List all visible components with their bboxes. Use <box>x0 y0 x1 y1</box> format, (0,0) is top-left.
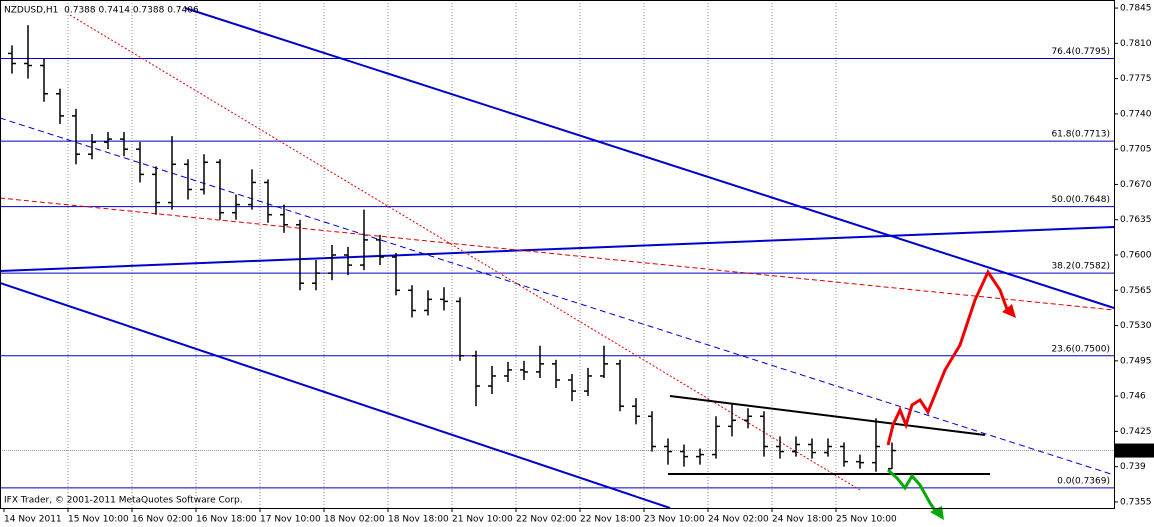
fib-label: 61.8(0.7713) <box>1051 130 1110 140</box>
y-tick-label: 0.7425 <box>1120 427 1152 437</box>
plot-frame <box>0 0 1115 509</box>
channel-line <box>0 282 671 509</box>
x-tick-label: 15 Nov 10:00 <box>68 515 129 525</box>
chart-header: NZDUSD,H1 0.7388 0.7414 0.7388 0.7406 <box>4 6 199 16</box>
y-tick-label: 0.7495 <box>1120 356 1152 366</box>
trend-line <box>0 117 1115 476</box>
x-tick-label: 16 Nov 18:00 <box>196 515 257 525</box>
trend-line <box>0 226 1115 272</box>
y-tick-label: 0.739 <box>1120 462 1146 472</box>
x-tick-label: 17 Nov 10:00 <box>260 515 321 525</box>
y-tick-label: 0.7600 <box>1120 251 1152 261</box>
arrowhead <box>1002 304 1016 318</box>
y-tick-label: 0.7670 <box>1120 180 1152 190</box>
copyright: IFX Trader, © 2001-2011 MetaQuotes Softw… <box>4 496 243 506</box>
y-tick-label: 0.7565 <box>1120 286 1152 296</box>
down-forecast <box>887 468 938 513</box>
trendlines <box>0 7 1115 509</box>
time-axis: 14 Nov 2011 15 Nov 10:00 16 Nov 02:00 16 No… <box>3 508 897 525</box>
y-tick-label: 0.7635 <box>1120 215 1152 225</box>
price-tag <box>1115 443 1154 458</box>
fib-label: 0.0(0.7369) <box>1057 476 1110 486</box>
channel-line <box>184 7 1115 309</box>
y-tick-label: 0.7775 <box>1120 74 1152 84</box>
fib-label: 23.6(0.7500) <box>1051 344 1110 354</box>
x-tick-label: 16 Nov 02:00 <box>132 515 193 525</box>
x-tick-label: 18 Nov 02:00 <box>324 515 385 525</box>
y-tick-label: 0.7355 <box>1120 497 1152 507</box>
y-tick-label: 0.7705 <box>1120 145 1152 155</box>
x-tick-label: 22 Nov 02:00 <box>516 515 577 525</box>
forecast-arrows <box>886 268 1016 520</box>
y-tick-label: 0.7845 <box>1120 4 1152 14</box>
x-tick-label: 14 Nov 2011 <box>4 515 62 525</box>
y-tick-label: 0.7740 <box>1120 109 1152 119</box>
x-tick-label: 21 Nov 10:00 <box>452 515 513 525</box>
x-tick-label: 24 Nov 02:00 <box>708 515 769 525</box>
fib-levels: 76.4(0.7795) 61.8(0.7713) 50.0(0.7648) 38.2… <box>0 47 1114 489</box>
fib-label: 38.2(0.7582) <box>1051 262 1110 272</box>
x-tick-label: 25 Nov 10:00 <box>836 515 897 525</box>
x-tick-label: 23 Nov 10:00 <box>644 515 705 525</box>
arrowhead <box>930 506 944 520</box>
x-tick-label: 22 Nov 18:00 <box>580 515 641 525</box>
fib-label: 76.4(0.7795) <box>1051 47 1110 57</box>
price-tag-label: 0.7406 <box>1120 446 1152 456</box>
price-axis: 0.7845 0.7810 0.7775 0.7740 0.7705 0.7670 0.76… <box>1114 4 1154 507</box>
y-tick-label: 0.7810 <box>1120 39 1152 49</box>
price-bars <box>8 25 896 472</box>
y-tick-label: 0.746 <box>1120 392 1146 402</box>
triangle-line <box>669 395 986 436</box>
grid <box>67 0 837 508</box>
trend-line <box>0 197 1115 311</box>
fib-label: 50.0(0.7648) <box>1051 195 1110 205</box>
x-tick-label: 18 Nov 18:00 <box>388 515 449 525</box>
y-tick-label: 0.7530 <box>1120 321 1152 331</box>
trend-line <box>69 14 861 491</box>
up-forecast <box>886 268 1010 446</box>
x-tick-label: 24 Nov 18:00 <box>772 515 833 525</box>
